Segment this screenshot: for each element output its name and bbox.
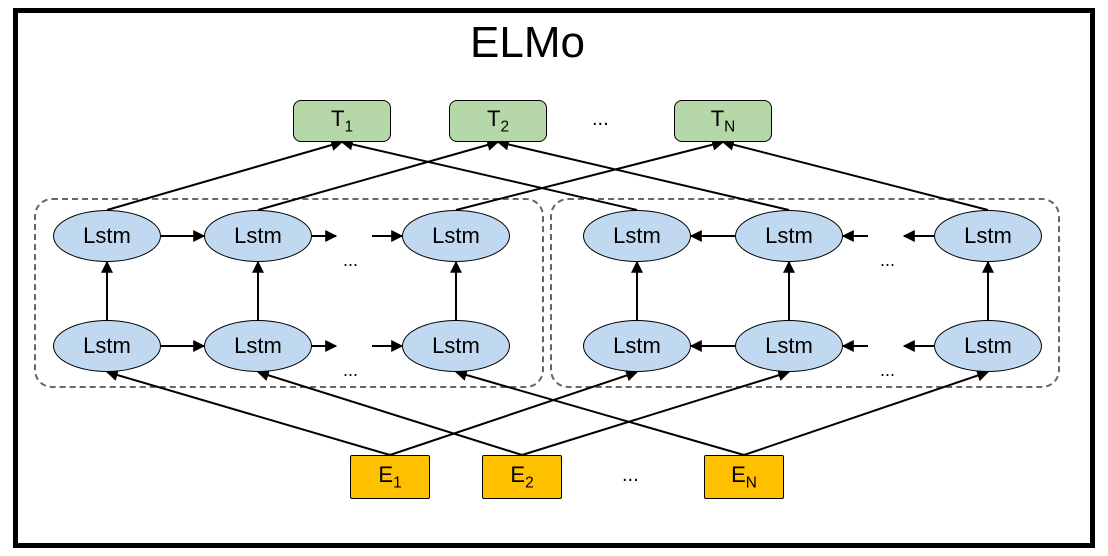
node-Lb_b3: Lstm xyxy=(934,320,1042,372)
node-label: Lstm xyxy=(432,333,480,359)
ellipsis-top: ... xyxy=(592,108,609,131)
node-label: Lstm xyxy=(83,333,131,359)
node-label: Lstm xyxy=(83,223,131,249)
node-Lf_b3: Lstm xyxy=(402,320,510,372)
ellipsis-bwd_b: ... xyxy=(880,360,895,381)
ellipsis-bottom: ... xyxy=(622,464,639,487)
node-label: Lstm xyxy=(432,223,480,249)
node-Lb_t3: Lstm xyxy=(934,210,1042,262)
node-label: EN xyxy=(731,462,757,492)
node-Lf_b2: Lstm xyxy=(204,320,312,372)
node-label: Lstm xyxy=(765,223,813,249)
node-TN: TN xyxy=(674,100,772,142)
ellipsis-bwd_t: ... xyxy=(880,250,895,271)
node-T1: T1 xyxy=(293,100,391,142)
node-label: T1 xyxy=(331,106,353,136)
node-Lf_t2: Lstm xyxy=(204,210,312,262)
node-label: Lstm xyxy=(964,333,1012,359)
diagram-title: ELMo xyxy=(470,18,585,68)
node-label: Lstm xyxy=(234,223,282,249)
node-Lb_t1: Lstm xyxy=(583,210,691,262)
node-label: TN xyxy=(711,106,736,136)
node-E2: E2 xyxy=(482,455,562,499)
node-Lb_b2: Lstm xyxy=(735,320,843,372)
node-label: Lstm xyxy=(964,223,1012,249)
node-Lb_b1: Lstm xyxy=(583,320,691,372)
node-Lf_b1: Lstm xyxy=(53,320,161,372)
node-Lf_t3: Lstm xyxy=(402,210,510,262)
ellipsis-fwd_t: ... xyxy=(343,250,358,271)
node-EN: EN xyxy=(704,455,784,499)
node-Lf_t1: Lstm xyxy=(53,210,161,262)
node-label: E1 xyxy=(378,462,401,492)
node-T2: T2 xyxy=(449,100,547,142)
node-E1: E1 xyxy=(350,455,430,499)
node-label: T2 xyxy=(487,106,509,136)
node-Lb_t2: Lstm xyxy=(735,210,843,262)
node-label: Lstm xyxy=(765,333,813,359)
node-label: Lstm xyxy=(613,333,661,359)
node-label: Lstm xyxy=(234,333,282,359)
node-label: Lstm xyxy=(613,223,661,249)
node-label: E2 xyxy=(510,462,533,492)
ellipsis-fwd_b: ... xyxy=(343,360,358,381)
